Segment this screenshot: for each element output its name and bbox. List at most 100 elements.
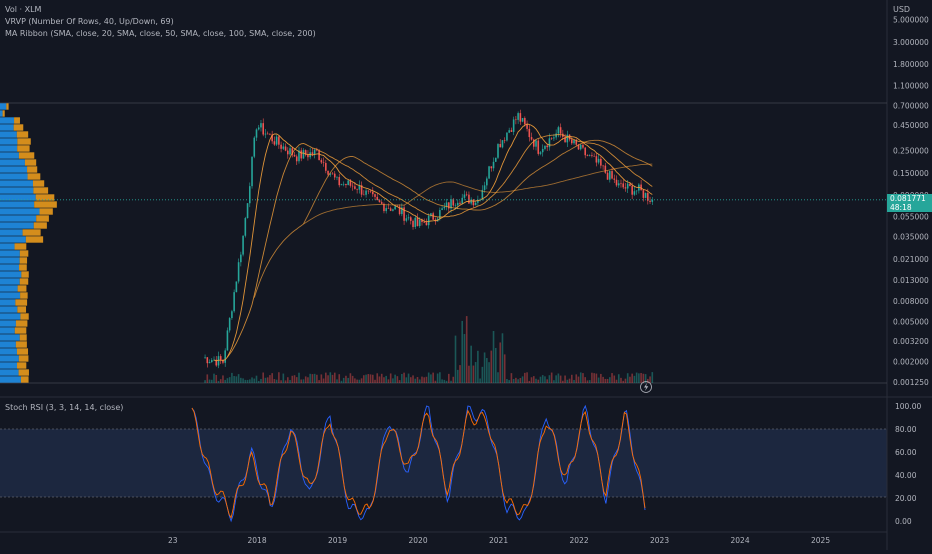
last-price-countdown: 48:18 bbox=[890, 202, 912, 212]
candle-body bbox=[255, 129, 258, 138]
volume-bar bbox=[647, 378, 649, 383]
time-axis[interactable]: 23 2018 2019 2020 2021 2022 2023 2024 2025 bbox=[168, 536, 830, 545]
volume-bar bbox=[436, 373, 439, 383]
candle-body bbox=[269, 134, 271, 135]
volume-bar bbox=[494, 347, 497, 383]
stoch-axis[interactable]: 100.00 80.00 60.00 40.00 20.00 0.00 bbox=[895, 402, 921, 526]
volume-bar bbox=[401, 373, 403, 383]
volume-bar bbox=[633, 375, 636, 383]
volume-bar bbox=[237, 374, 240, 383]
lightning-icon[interactable] bbox=[640, 381, 652, 393]
candle-body bbox=[486, 178, 488, 186]
candle-body bbox=[289, 148, 291, 155]
candle-body bbox=[506, 132, 508, 141]
volume-bar bbox=[313, 373, 316, 383]
ma-ribbon-legend[interactable]: MA Ribbon (SMA, close, 20, SMA, close, 5… bbox=[5, 29, 316, 38]
last-price-tag: 0.081771 48:18 bbox=[887, 193, 932, 212]
candle-body bbox=[407, 217, 410, 219]
volume-bar bbox=[403, 372, 405, 383]
volume-bar bbox=[595, 373, 598, 383]
candle-body bbox=[414, 217, 417, 227]
candle-body bbox=[519, 113, 522, 122]
price-tick-label: 0.700000 bbox=[893, 101, 929, 110]
volume-bar bbox=[479, 378, 481, 383]
vrvp-bar-down bbox=[15, 320, 28, 327]
volume-bar bbox=[537, 379, 540, 383]
volume-bar bbox=[600, 373, 602, 383]
price-tick-label: 0.450000 bbox=[893, 121, 929, 130]
candle-body bbox=[633, 191, 636, 195]
volume-bar bbox=[278, 372, 280, 383]
volume-bar bbox=[407, 373, 410, 383]
candle-body bbox=[450, 199, 452, 209]
volume-bar bbox=[251, 377, 253, 383]
candle-body bbox=[548, 138, 551, 148]
vrvp-bar-down bbox=[32, 180, 45, 187]
stoch-rsi-legend[interactable]: Stoch RSI (3, 3, 14, 14, close) bbox=[5, 403, 124, 412]
volume-bar bbox=[564, 375, 566, 383]
time-tick-label: 2023 bbox=[650, 536, 669, 545]
volume-bar bbox=[588, 380, 591, 383]
vrvp-bar-up bbox=[0, 313, 21, 320]
vrvp-bar-down bbox=[17, 306, 27, 313]
volume-bar bbox=[548, 375, 551, 383]
candle-body bbox=[503, 140, 506, 141]
vrvp-bar-up bbox=[0, 278, 20, 285]
vrvp-bar-down bbox=[18, 152, 35, 159]
volume-bar bbox=[320, 374, 323, 383]
candle-body bbox=[351, 185, 354, 187]
candle-body bbox=[374, 194, 376, 197]
volume-bar bbox=[304, 376, 307, 383]
candle-body bbox=[591, 155, 593, 156]
volume-bar bbox=[535, 378, 537, 383]
volume-bar bbox=[327, 375, 329, 383]
vrvp-bar-up bbox=[0, 187, 34, 194]
candle-body bbox=[430, 213, 432, 216]
price-tick-label: 0.002000 bbox=[893, 358, 929, 367]
vrvp-bar-down bbox=[6, 103, 9, 110]
volume-bar bbox=[215, 374, 218, 383]
candle-body bbox=[532, 139, 535, 147]
vrvp-bar-up bbox=[0, 110, 3, 117]
volume-bar bbox=[512, 378, 515, 383]
volume-bar bbox=[541, 375, 544, 383]
candle-body bbox=[210, 360, 213, 363]
candle-body bbox=[517, 113, 519, 120]
volume-bar bbox=[340, 380, 343, 383]
candle-body bbox=[490, 166, 493, 169]
volume-bar bbox=[338, 374, 341, 383]
candle-body bbox=[340, 184, 343, 186]
stoch-tick-label: 40.00 bbox=[895, 471, 917, 480]
candle-body bbox=[378, 200, 381, 203]
volume-bar bbox=[371, 374, 374, 383]
main-series-legend[interactable]: Vol · XLM bbox=[5, 5, 42, 14]
volume-bar bbox=[503, 354, 506, 383]
volume-bar bbox=[210, 379, 213, 383]
candle-body bbox=[371, 191, 374, 195]
volume-bar bbox=[351, 375, 354, 383]
volume-bar bbox=[260, 378, 262, 383]
volume-bar bbox=[389, 373, 392, 383]
vrvp-bar-down bbox=[14, 327, 27, 334]
vrvp-legend[interactable]: VRVP (Number Of Rows, 40, Up/Down, 69) bbox=[5, 17, 174, 26]
candle-body bbox=[222, 360, 224, 363]
volume-bar bbox=[206, 374, 209, 383]
candle-body bbox=[443, 206, 446, 209]
volume-bar bbox=[345, 375, 347, 383]
price-axis[interactable]: 5.000000 3.000000 1.800000 1.100000 0.700000… bbox=[893, 15, 929, 387]
volume-bar bbox=[213, 373, 215, 383]
volume-bar bbox=[526, 372, 528, 383]
volume-bar bbox=[376, 373, 379, 383]
stoch-tick-label: 80.00 bbox=[895, 425, 917, 434]
vrvp-bar-up bbox=[0, 166, 28, 173]
volume-bar bbox=[282, 373, 285, 383]
candle-body bbox=[421, 219, 423, 222]
volume-bar bbox=[253, 378, 256, 383]
candle-body bbox=[468, 194, 470, 204]
volume-bar bbox=[454, 335, 457, 383]
volume-bar bbox=[347, 377, 349, 383]
candle-body bbox=[215, 359, 218, 366]
volume-bar bbox=[638, 373, 640, 383]
